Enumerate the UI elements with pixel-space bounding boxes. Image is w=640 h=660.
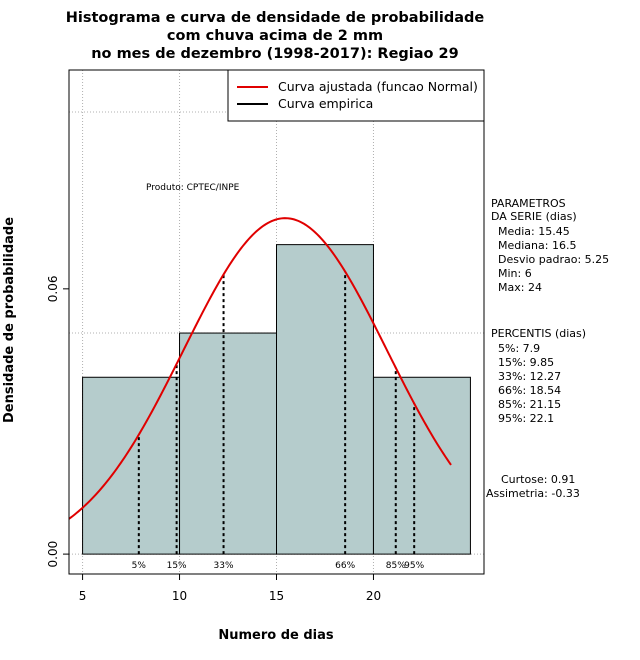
parameters-heading-1: PARAMETROS xyxy=(491,197,566,210)
parameter-min: Min: 6 xyxy=(498,267,532,280)
x-tick-label: 20 xyxy=(366,589,381,603)
product-annotation: Produto: CPTEC/INPE xyxy=(146,183,240,193)
histogram-bar xyxy=(276,244,374,555)
parameter-desvio: Desvio padrao: 5.25 xyxy=(498,253,609,266)
curtose-value: Curtose: 0.91 xyxy=(501,473,575,486)
percentil-95: 95%: 22.1 xyxy=(498,412,554,425)
shape-block: Curtose: 0.91 Assimetria: -0.33 xyxy=(486,473,580,500)
parameter-mediana: Mediana: 16.5 xyxy=(498,239,576,252)
x-tick-label: 10 xyxy=(172,589,187,603)
chart-title-line-1: Histograma e curva de densidade de proba… xyxy=(66,10,485,26)
chart-title-line-3: no mes de dezembro (1998-2017): Regiao 2… xyxy=(91,46,459,62)
percentile-label: 95% xyxy=(404,561,424,571)
histogram-bar xyxy=(82,376,181,555)
percentile-label: 15% xyxy=(167,561,187,571)
x-tick-label: 15 xyxy=(269,589,284,603)
parameters-heading-2: DA SERIE (dias) xyxy=(491,210,577,223)
percentil-66: 66%: 18.54 xyxy=(498,384,561,397)
percentil-33: 33%: 12.27 xyxy=(498,370,561,383)
parameters-block: PARAMETROS DA SERIE (dias) Media: 15.45 … xyxy=(491,197,609,294)
y-tick-label: 0.06 xyxy=(46,275,60,302)
x-tick-label: 5 xyxy=(79,589,87,603)
x-axis-title: Numero de dias xyxy=(218,628,334,643)
legend-box xyxy=(227,69,485,122)
parameter-media: Media: 15.45 xyxy=(498,225,570,238)
fitted-normal-curve xyxy=(68,217,452,520)
bars-layer xyxy=(82,244,471,555)
percentile-label: 5% xyxy=(132,561,147,571)
y-tick-label: 0.00 xyxy=(46,541,60,568)
legend-empirical-label: Curva empirica xyxy=(278,96,373,111)
histogram-bar xyxy=(372,376,471,555)
percentile-label: 66% xyxy=(335,561,355,571)
percentile-label: 33% xyxy=(214,561,234,571)
chart-title-line-2: com chuva acima de 2 mm xyxy=(167,28,383,44)
parameter-max: Max: 24 xyxy=(498,281,542,294)
percentil-5: 5%: 7.9 xyxy=(498,342,540,355)
percentile-lines-layer: 5% 15% 33% 66% 85%95% xyxy=(132,271,425,571)
percentile-label: 85% xyxy=(386,561,406,571)
y-axis-title: Densidade de probabilidade xyxy=(2,217,17,423)
assimetria-value: Assimetria: -0.33 xyxy=(486,487,580,500)
axis-layer: 5 10 15 20 0.00 0.06 xyxy=(46,275,381,603)
curve-layer xyxy=(68,217,452,520)
legend: Curva ajustada (funcao Normal) Curva emp… xyxy=(227,69,485,122)
percentil-85: 85%: 21.15 xyxy=(498,398,561,411)
percentis-heading: PERCENTIS (dias) xyxy=(491,327,586,340)
percentil-15: 15%: 9.85 xyxy=(498,356,554,369)
percentis-block: PERCENTIS (dias) 5%: 7.9 15%: 9.85 33%: … xyxy=(491,327,586,425)
legend-fitted-label: Curva ajustada (funcao Normal) xyxy=(278,79,478,94)
histogram-bar xyxy=(179,332,277,555)
